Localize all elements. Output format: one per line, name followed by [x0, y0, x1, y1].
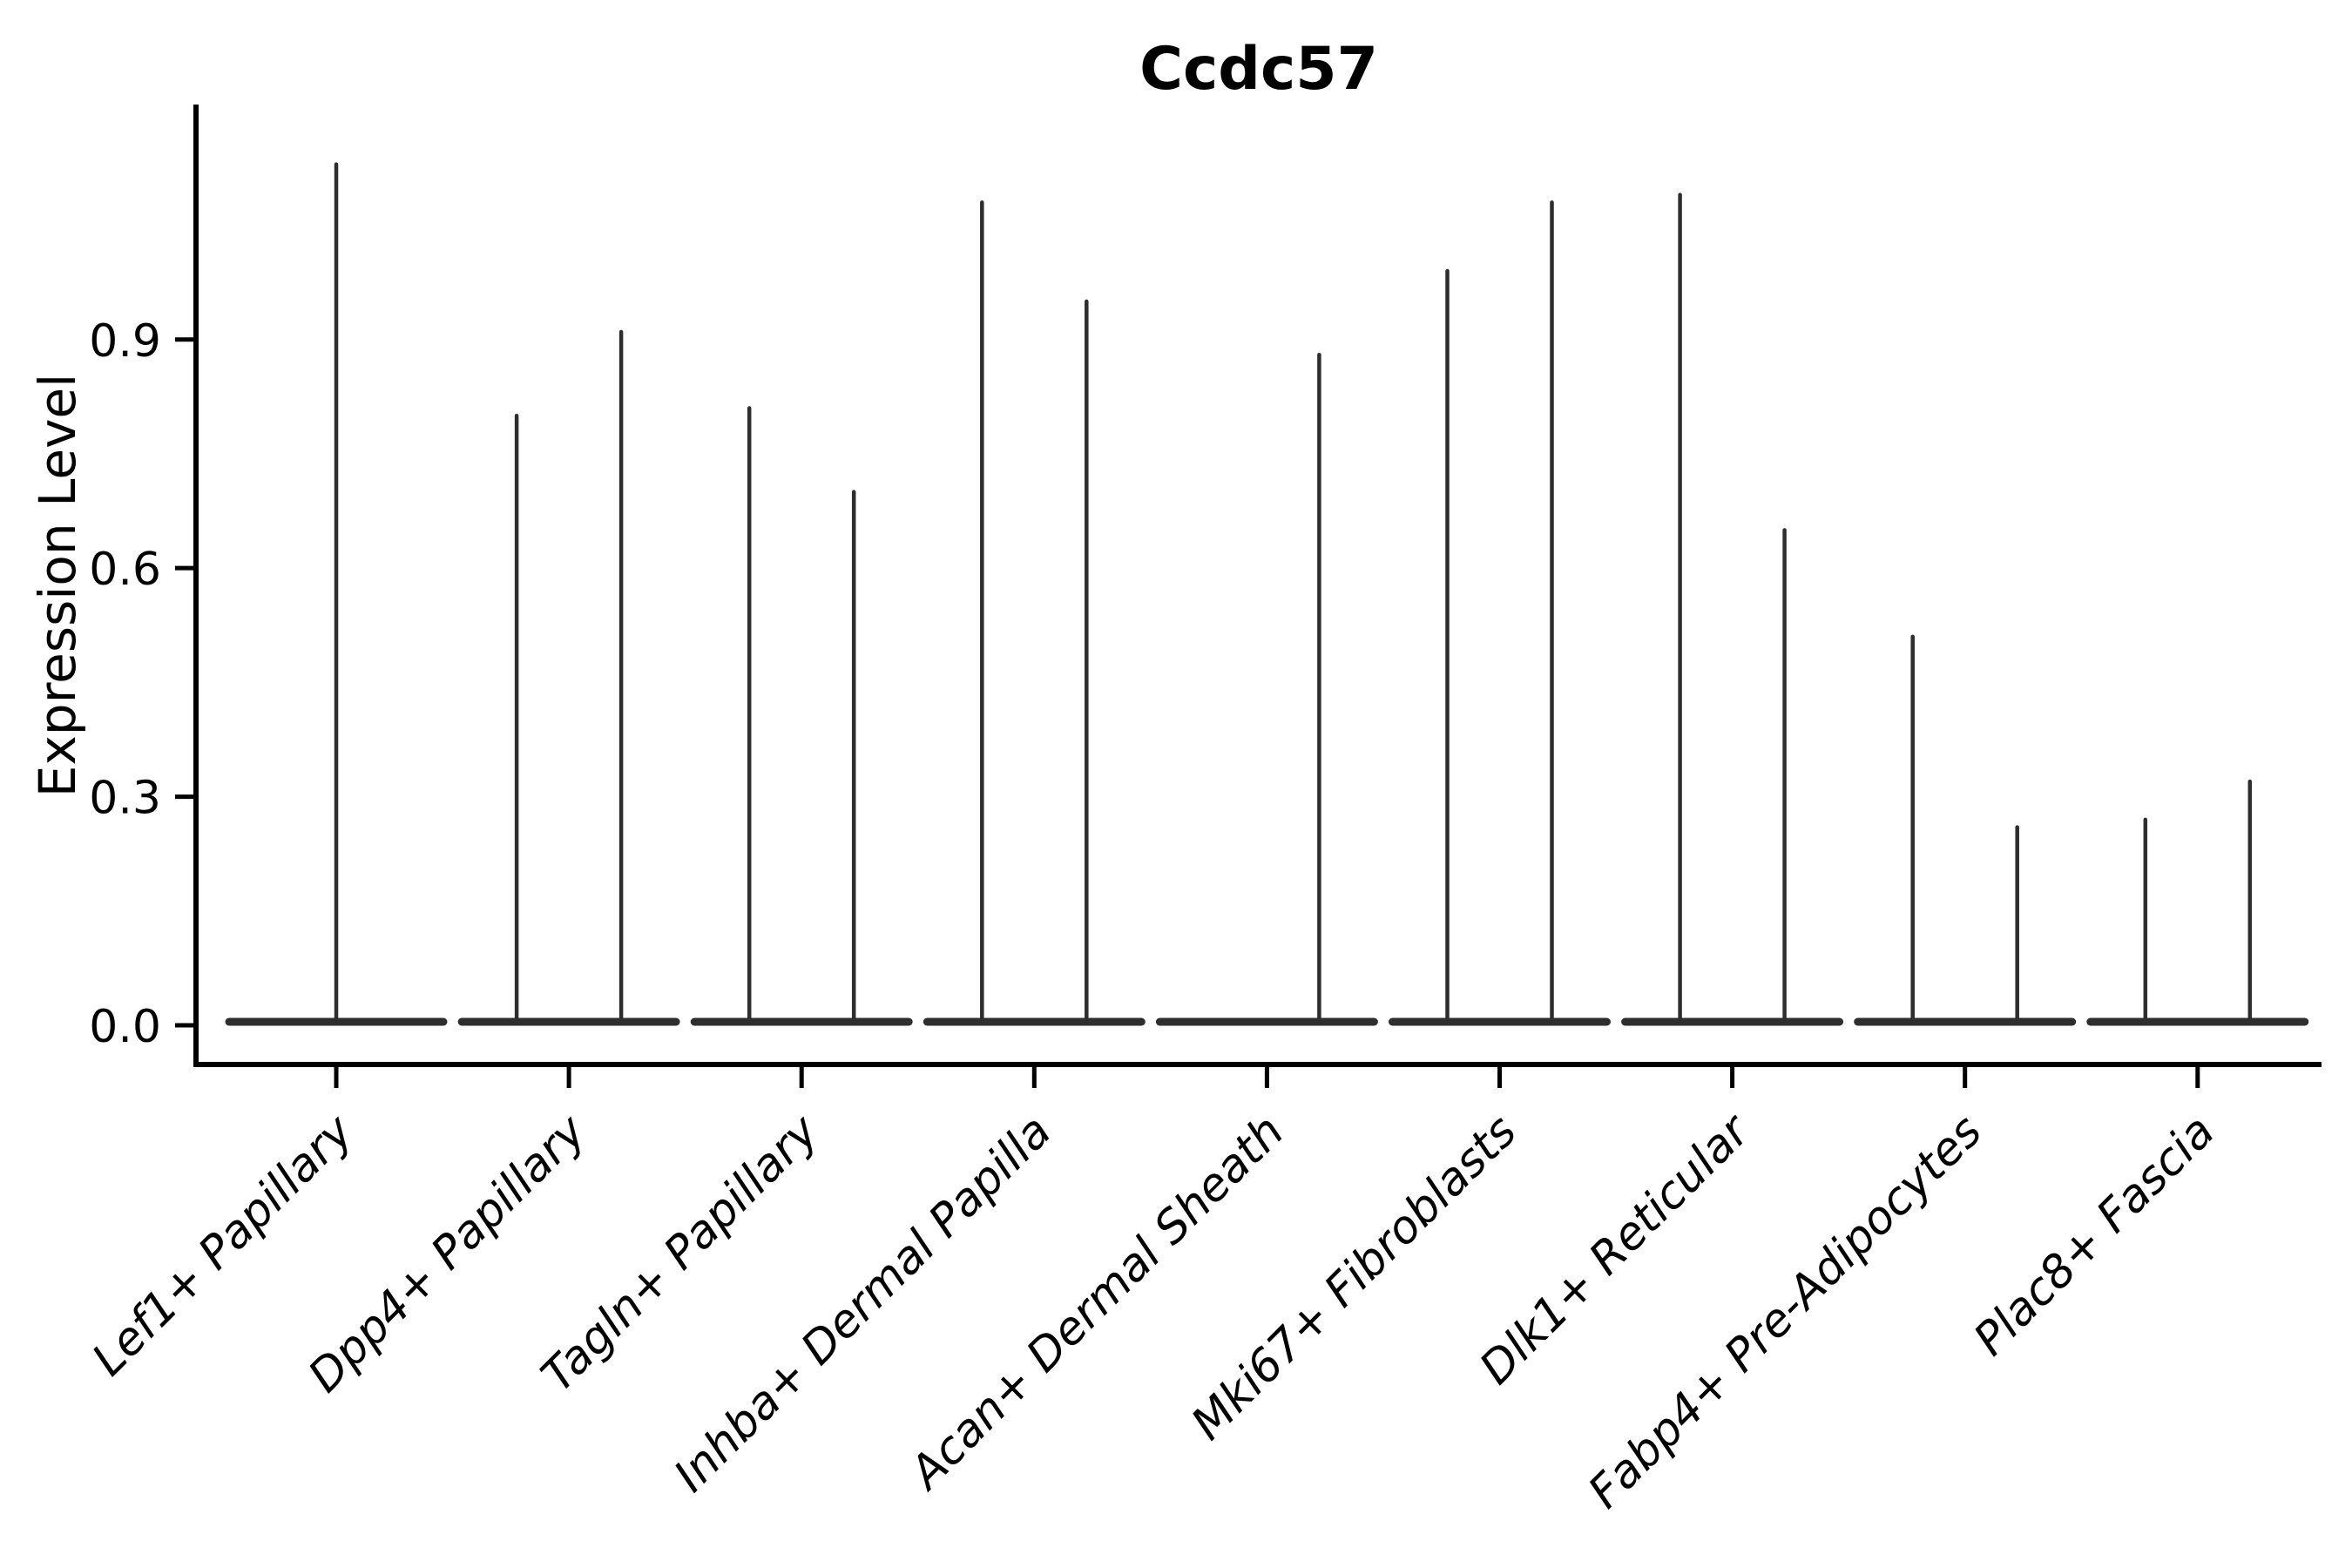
y-tick-label: 0.0: [89, 1001, 161, 1053]
chart-title: Ccdc57: [1139, 35, 1378, 104]
y-tick-label: 0.6: [89, 544, 161, 596]
x-category-label: Acan+ Dermal Sheath: [899, 1105, 1294, 1501]
x-category-label: Inhba+ Dermal Papilla: [665, 1105, 1062, 1503]
y-tick-label: 0.3: [89, 773, 161, 825]
x-category-label: Fabp4+ Pre-Adipocytes: [1578, 1105, 1992, 1519]
x-category-label: Plac8+ Fascia: [1964, 1105, 2225, 1366]
y-tick-label: 0.9: [89, 315, 161, 368]
